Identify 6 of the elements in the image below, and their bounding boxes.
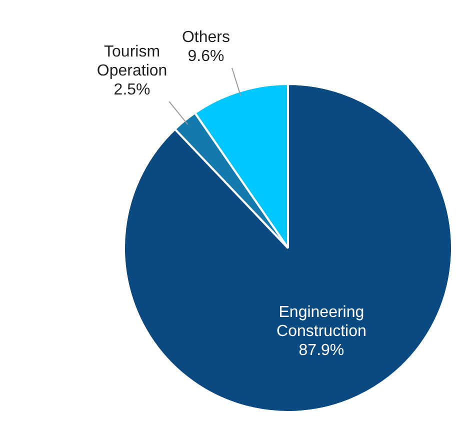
data-label: 2.5% xyxy=(114,81,150,98)
slice-label: Engineering Construction xyxy=(276,304,366,340)
slice-label: Tourism Operation xyxy=(96,43,168,80)
slice-label: Others xyxy=(182,28,230,46)
data-label: 87.9% xyxy=(298,342,344,360)
data-label: 9.6% xyxy=(188,48,224,65)
